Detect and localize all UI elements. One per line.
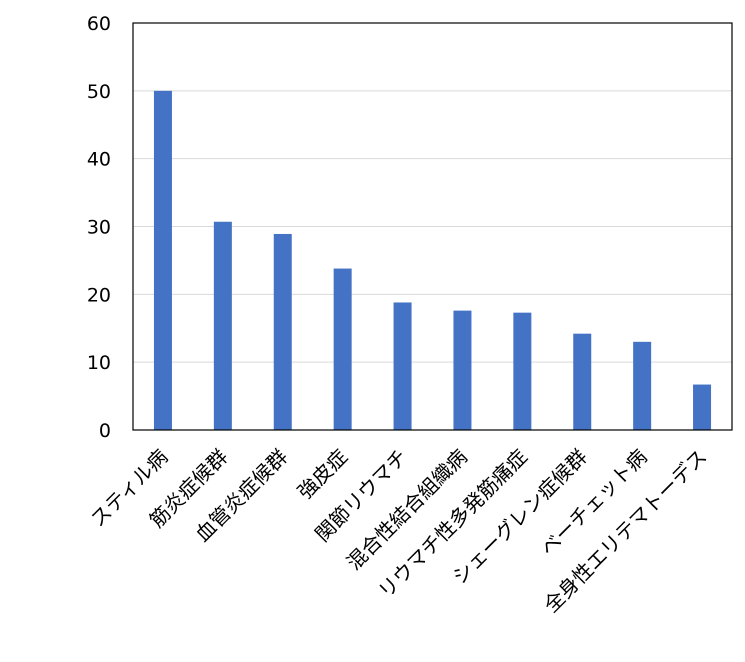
y-tick-label: 60 (87, 13, 111, 35)
x-tick-label: ベーチェット病 (536, 445, 652, 561)
bar (573, 333, 592, 430)
bar (213, 221, 232, 430)
plot-frame (132, 22, 733, 431)
y-tick-label: 40 (87, 149, 111, 171)
bar (693, 384, 712, 430)
bar (153, 90, 172, 430)
y-tick-label: 10 (87, 352, 111, 374)
y-tick-labels: 0 10 20 30 40 50 60 (87, 13, 111, 442)
y-tick-label: 0 (99, 420, 111, 442)
bar (273, 233, 292, 430)
y-tick-label: 30 (87, 217, 111, 239)
bars (153, 90, 712, 430)
bar (393, 302, 412, 430)
bar (453, 310, 472, 430)
bar (633, 341, 652, 430)
axes (132, 22, 733, 431)
bar (513, 312, 532, 430)
y-tick-label: 50 (87, 81, 111, 103)
y-tick-label: 20 (87, 284, 111, 306)
bar (333, 268, 352, 430)
